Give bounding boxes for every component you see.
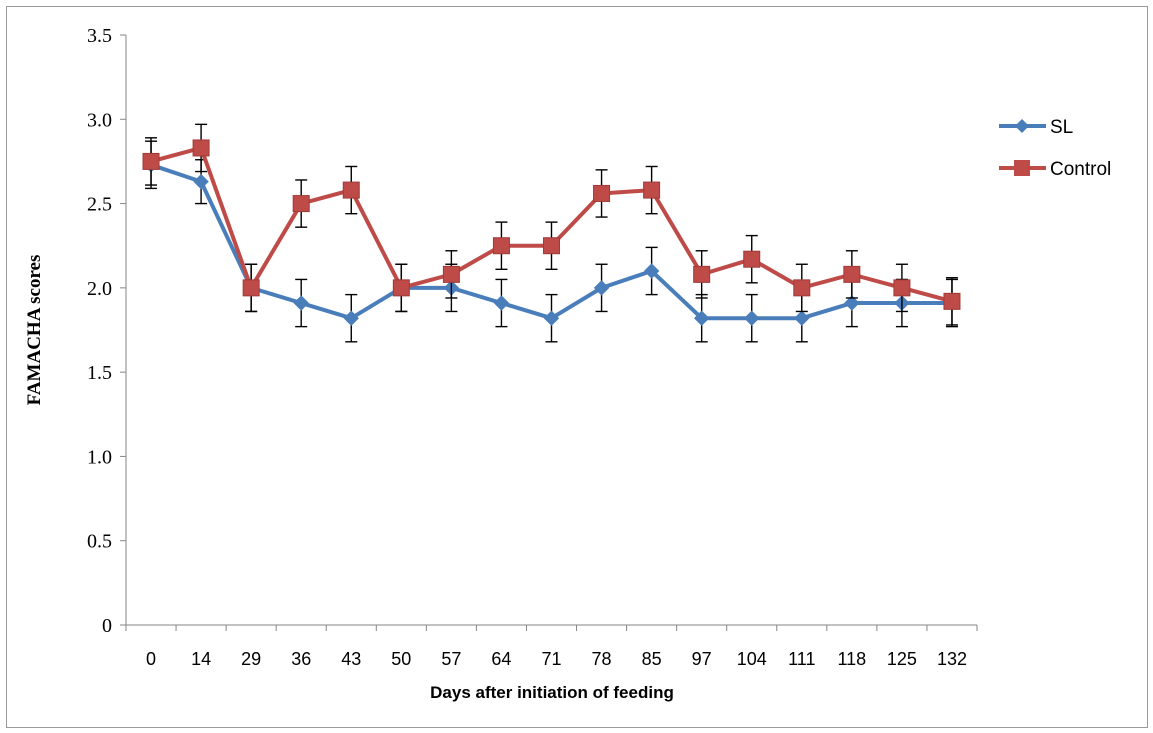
x-tick-label: 14 — [191, 649, 211, 669]
data-point — [843, 265, 861, 283]
x-tick-label: 57 — [441, 649, 461, 669]
x-tick-label: 111 — [788, 649, 815, 669]
y-tick-label: 2.0 — [87, 278, 112, 300]
y-tick-label: 0 — [102, 615, 112, 637]
x-tick-label: 104 — [737, 649, 767, 669]
data-point — [693, 310, 710, 326]
data-point — [593, 184, 611, 202]
series-control — [142, 123, 961, 326]
legend: SL Control — [999, 117, 1111, 180]
data-point — [142, 152, 160, 170]
data-point — [693, 265, 711, 283]
y-axis-ticks: 0 0.5 1.0 1.5 2.0 2.5 3.0 3.5 — [87, 25, 126, 637]
chart-frame — [6, 6, 1148, 728]
data-point — [343, 310, 359, 326]
data-point — [192, 139, 210, 157]
x-tick-label: 43 — [341, 649, 361, 669]
data-point — [242, 279, 260, 297]
x-tick-label: 78 — [592, 649, 612, 669]
data-point — [292, 195, 310, 213]
data-point — [893, 279, 911, 297]
data-point — [593, 280, 610, 296]
data-point — [643, 181, 661, 199]
x-tick-label: 132 — [937, 649, 967, 669]
y-tick-label: 3.5 — [87, 25, 112, 47]
data-point — [492, 237, 510, 255]
y-tick-label: 3.0 — [87, 109, 112, 131]
y-tick-label: 0.5 — [87, 531, 112, 553]
x-tick-label: 50 — [391, 649, 411, 669]
data-point — [744, 310, 760, 326]
x-tick-label: 85 — [642, 649, 662, 669]
x-tick-label: 71 — [541, 649, 561, 669]
data-point — [543, 237, 560, 255]
y-axis-title: FAMACHA scores — [24, 255, 45, 406]
y-tick-label: 1.5 — [87, 362, 112, 384]
data-point — [643, 263, 660, 279]
data-point — [793, 279, 811, 297]
data-point — [293, 295, 309, 311]
series-layer — [142, 123, 961, 343]
x-tick-label: 0 — [146, 649, 156, 669]
x-tick-label: 29 — [241, 649, 261, 669]
x-tick-label: 64 — [491, 649, 511, 669]
data-point — [743, 250, 761, 268]
data-point — [943, 292, 961, 310]
x-axis-ticks: 0 14 29 36 43 50 57 64 71 78 85 97 104 111 118 125 132 — [125, 625, 978, 669]
data-point — [844, 295, 860, 311]
x-tick-label: 97 — [692, 649, 712, 669]
legend-label: Control — [1050, 159, 1111, 180]
data-point — [493, 295, 510, 311]
chart-axes — [125, 35, 977, 626]
x-tick-label: 125 — [887, 649, 917, 669]
data-point — [193, 173, 209, 190]
y-tick-label: 2.5 — [87, 194, 112, 216]
legend-item-control: Control — [999, 159, 1111, 180]
x-tick-label: 36 — [291, 649, 311, 669]
y-tick-label: 1.0 — [87, 446, 112, 468]
x-tick-label: 118 — [838, 649, 867, 669]
data-point — [543, 310, 560, 326]
data-point — [794, 310, 810, 326]
legend-item-sl: SL — [999, 117, 1073, 138]
data-point — [442, 265, 460, 283]
legend-label: SL — [1050, 117, 1073, 138]
legend-marker — [1015, 119, 1029, 133]
data-point — [392, 279, 410, 297]
legend-marker — [1014, 160, 1030, 176]
x-axis-title: Days after initiation of feeding — [430, 683, 674, 702]
data-point — [342, 181, 360, 199]
